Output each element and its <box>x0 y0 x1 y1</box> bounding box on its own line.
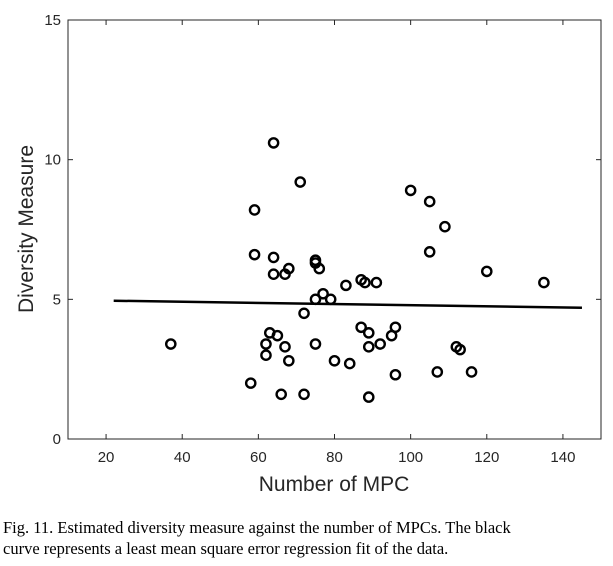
data-points <box>164 137 550 403</box>
data-point <box>423 195 436 208</box>
data-point <box>324 293 337 306</box>
data-point <box>279 341 291 353</box>
axis-tick-labels: 20 40 60 80 100 120 140 0 5 10 15 <box>44 12 575 466</box>
y-tick-label: 10 <box>44 152 61 169</box>
data-point <box>480 265 493 278</box>
data-point <box>389 368 402 381</box>
data-point <box>267 251 280 264</box>
caption-line-1: Fig. 11. Estimated diversity measure aga… <box>3 518 511 537</box>
data-point <box>454 343 466 356</box>
data-point <box>309 338 322 350</box>
data-point <box>309 293 322 306</box>
x-tick-label: 80 <box>326 449 343 466</box>
data-point <box>370 276 383 289</box>
y-tick-label: 15 <box>44 12 61 29</box>
plot-box <box>67 19 602 440</box>
data-point <box>404 184 417 197</box>
data-point <box>538 276 550 289</box>
data-point <box>362 391 375 403</box>
plot-area <box>67 19 602 440</box>
data-point <box>283 262 295 275</box>
data-point <box>260 338 272 350</box>
data-point <box>267 137 280 149</box>
data-point <box>298 307 310 320</box>
data-point <box>294 176 307 188</box>
data-point <box>374 338 386 350</box>
x-tick-label: 40 <box>174 449 191 466</box>
data-point <box>359 276 371 289</box>
data-point <box>248 204 261 216</box>
data-point <box>355 321 367 334</box>
figure-caption: Fig. 11. Estimated diversity measure aga… <box>3 517 613 559</box>
regression-fit <box>113 299 582 309</box>
data-point <box>431 366 444 378</box>
y-axis-title: Diversity Measure <box>15 145 38 313</box>
data-point <box>328 354 341 367</box>
data-point <box>362 341 375 353</box>
data-point <box>439 220 451 233</box>
x-tick-label: 140 <box>550 449 575 466</box>
data-point <box>271 329 284 342</box>
data-point <box>275 388 288 401</box>
x-tick-label: 20 <box>98 449 115 466</box>
axis-ticks <box>68 19 601 440</box>
y-tick-label: 0 <box>53 431 61 448</box>
x-tick-label: 100 <box>398 449 423 466</box>
y-tick-label: 5 <box>53 291 61 308</box>
data-point <box>389 321 402 334</box>
data-point <box>340 279 352 292</box>
data-point <box>317 287 329 300</box>
data-point <box>298 388 310 401</box>
data-point <box>267 268 280 280</box>
data-point <box>465 366 478 378</box>
x-tick-label: 120 <box>474 449 499 466</box>
data-point <box>248 248 261 261</box>
data-point <box>283 354 295 367</box>
data-point <box>313 262 326 275</box>
x-axis-title: Number of MPC <box>259 473 410 496</box>
data-point <box>260 349 272 362</box>
data-point <box>244 377 257 389</box>
data-point <box>343 357 356 370</box>
data-point <box>423 246 436 258</box>
x-tick-label: 60 <box>250 449 267 466</box>
data-point <box>362 327 375 339</box>
regression-line <box>113 299 582 309</box>
data-point <box>164 338 177 350</box>
caption-line-2: curve represents a least mean square err… <box>3 539 449 558</box>
